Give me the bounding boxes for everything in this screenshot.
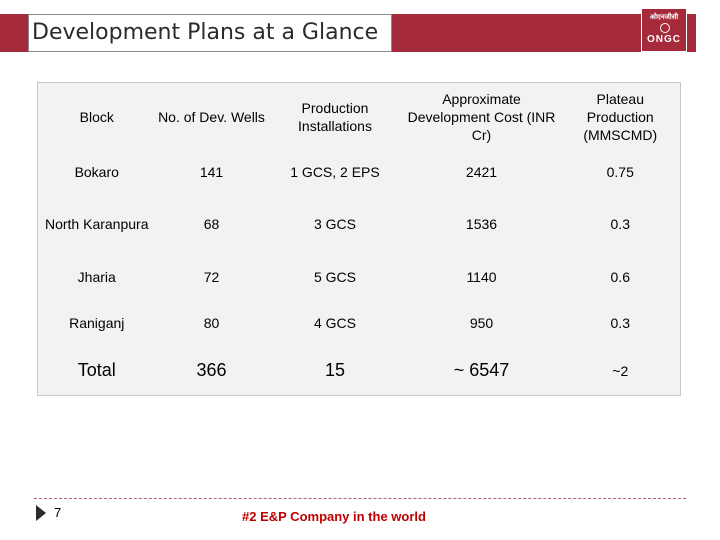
cell-cost: ~ 6547	[453, 360, 510, 381]
cell-block: Raniganj	[69, 314, 125, 331]
cell-block: Jharia	[77, 268, 116, 285]
cell-installations: 15	[324, 360, 346, 381]
cell-cost: 1536	[465, 215, 498, 232]
logo-ongc-text: ONGC	[647, 34, 681, 45]
cell-dev-wells: 80	[203, 314, 220, 331]
table-row: Bokaro 141 1 GCS, 2 EPS 2421 0.75	[38, 151, 681, 193]
table-row: Raniganj 80 4 GCS 950 0.3	[38, 299, 681, 347]
cell-cost: 2421	[465, 163, 498, 180]
header-development-cost: Approximate Development Cost (INR Cr)	[407, 90, 556, 144]
cell-block: Bokaro	[74, 163, 119, 180]
table-row: Jharia 72 5 GCS 1140 0.6	[38, 255, 681, 299]
header-plateau-production: Plateau Production (MMSCMD)	[583, 90, 658, 144]
cell-production: 0.6	[610, 268, 630, 285]
page-number: 7	[54, 505, 62, 520]
cell-production: 0.75	[606, 163, 634, 180]
ongc-logo: ओएनजीसी ONGC	[641, 8, 687, 52]
cell-dev-wells: 366	[196, 360, 227, 381]
cell-installations: 4 GCS	[313, 314, 356, 331]
cell-production: ~2	[612, 362, 629, 379]
cell-installations: 3 GCS	[313, 215, 356, 232]
title-box	[28, 14, 392, 52]
header-production-installations: Production Installations	[298, 99, 372, 134]
cell-dev-wells: 141	[199, 163, 224, 180]
cell-block: North Karanpura	[44, 215, 149, 232]
page-title: Development Plans at a Glance	[32, 20, 379, 45]
cell-production: 0.3	[610, 215, 630, 232]
cell-cost: 1140	[466, 268, 497, 285]
footer-tagline: #2 E&P Company in the world	[242, 509, 426, 524]
header-dev-wells: No. of Dev. Wells	[158, 108, 265, 125]
table-header-row: Block No. of Dev. Wells Production Insta…	[38, 83, 681, 152]
cell-installations: 5 GCS	[313, 268, 356, 285]
cell-dev-wells: 72	[203, 268, 220, 285]
footer-divider	[34, 498, 686, 499]
cell-dev-wells: 68	[203, 215, 220, 232]
development-plans-table: Block No. of Dev. Wells Production Insta…	[37, 82, 681, 396]
logo-hindi-text: ओएनजीसी	[649, 14, 679, 21]
table-row: North Karanpura 68 3 GCS 1536 0.3	[38, 193, 681, 255]
cell-block: Total	[77, 360, 116, 381]
header-block: Block	[79, 108, 114, 125]
cell-installations: 1 GCS, 2 EPS	[290, 163, 380, 180]
table-total-row: Total 366 15 ~ 6547 ~2	[38, 347, 681, 396]
cell-production: 0.3	[610, 314, 630, 331]
arrow-right-icon	[36, 505, 46, 521]
logo-emblem-icon	[660, 23, 670, 33]
cell-cost: 950	[469, 314, 494, 331]
